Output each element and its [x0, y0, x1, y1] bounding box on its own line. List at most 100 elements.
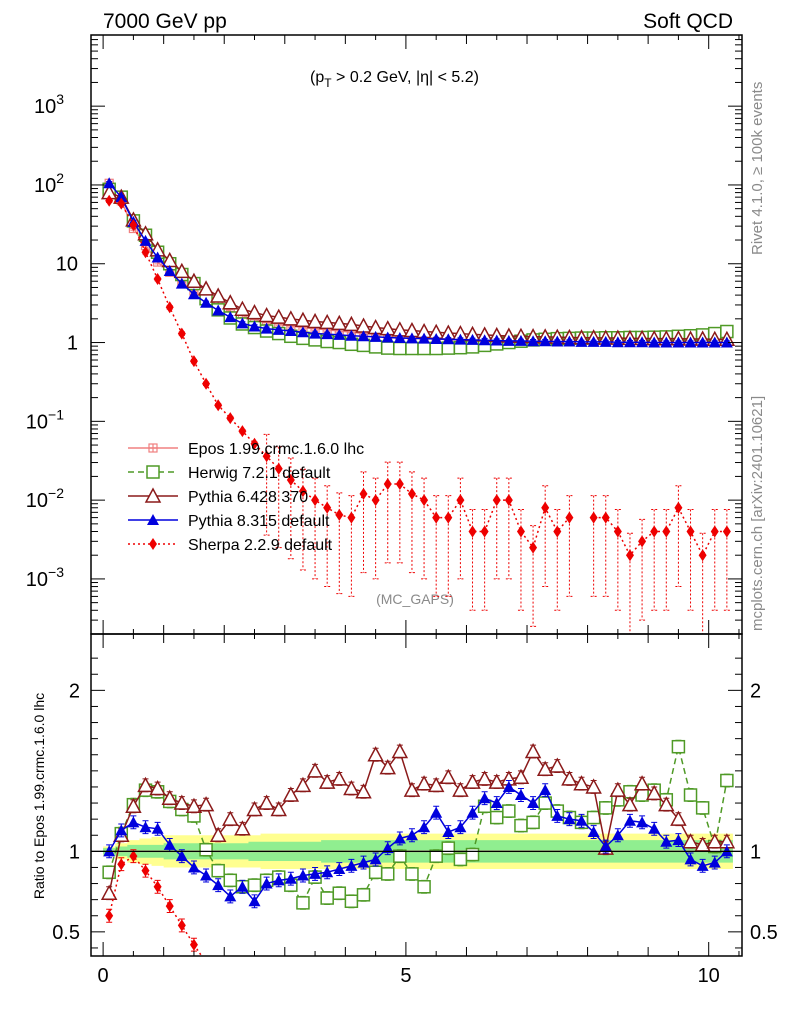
main-point: [553, 525, 562, 538]
ratio-point: [251, 992, 259, 1004]
error-bar: [651, 1005, 657, 1018]
error-bar: [614, 509, 621, 611]
y-tick-label: 102: [34, 170, 64, 197]
error-bar: [591, 1005, 597, 1018]
main-point: [209, 287, 227, 303]
error-bar: [481, 509, 488, 611]
error-bar: [421, 1005, 427, 1018]
x-tick-label: 5: [400, 965, 411, 987]
y-tick-base: 10: [56, 254, 78, 276]
main-point: [359, 487, 368, 500]
ratio-point: [723, 1006, 731, 1018]
ratio-point: [287, 1000, 295, 1012]
error-bar: [639, 1005, 645, 1018]
ratio-point: [246, 800, 263, 817]
error-bar: [385, 1005, 391, 1018]
ratio-point: [465, 847, 480, 862]
error-bar: [566, 495, 573, 597]
ratio-point: [452, 781, 469, 797]
main-point: [613, 525, 622, 538]
y-tick-exp: −2: [48, 485, 64, 501]
ratio-point: [442, 826, 455, 838]
error-bar: [723, 509, 730, 611]
main-line-2: [108, 191, 727, 341]
ratio-point: [573, 775, 590, 791]
main-point: [197, 280, 215, 296]
main-point: [393, 341, 407, 356]
ratio-point: [565, 1006, 573, 1018]
main-series-3: [103, 177, 733, 348]
error-bar: [457, 1005, 463, 1018]
error-bar: [445, 495, 452, 597]
main-point: [368, 340, 383, 354]
ratio-point: [633, 775, 651, 791]
error-bar: [688, 1005, 694, 1018]
ratio-point: [224, 890, 237, 902]
main-point: [224, 311, 237, 323]
ratio-point: [393, 849, 407, 863]
error-bar: [445, 1005, 451, 1018]
error-bar: [663, 1005, 669, 1018]
ratio-point: [263, 995, 271, 1007]
error-bar: [409, 1005, 415, 1018]
main-point: [468, 525, 477, 538]
error-bar: [288, 999, 294, 1012]
error-bar: [590, 495, 597, 597]
main-point: [444, 511, 453, 524]
ratio-point: [393, 832, 406, 844]
error-bar: [397, 1005, 403, 1018]
ratio-point: [609, 781, 627, 797]
error-bar: [602, 495, 609, 597]
ratio-point: [185, 797, 203, 814]
main-point: [175, 277, 188, 289]
main-point: [393, 332, 406, 344]
ratio-point: [173, 794, 191, 810]
ratio-point: [514, 818, 528, 833]
main-point: [238, 425, 247, 438]
ratio-y-tick-label-right: 1: [750, 841, 761, 863]
legend-item: Sherpa 2.2.9 default: [128, 537, 333, 554]
error-bar: [361, 1004, 367, 1017]
main-series-2: [100, 184, 736, 347]
error-bar: [252, 991, 258, 1004]
ratio-point: [311, 1003, 319, 1015]
ratio-point: [684, 853, 697, 865]
ratio-point: [139, 821, 152, 833]
main-series-4: [105, 194, 731, 634]
main-point: [638, 535, 647, 548]
ratio-y-tick-label-left: 2: [69, 680, 80, 702]
main-point: [272, 323, 285, 335]
main-point: [708, 336, 721, 348]
ratio-point: [514, 789, 527, 800]
ratio-point: [586, 810, 601, 825]
ratio-point: [432, 1005, 440, 1017]
ratio-point: [226, 981, 234, 993]
ratio-point: [430, 806, 443, 818]
main-point: [722, 525, 731, 538]
ratio-point: [687, 1006, 695, 1018]
main-series-0: [104, 178, 732, 348]
cut-prefix: (p: [310, 69, 324, 86]
main-point: [490, 334, 503, 346]
error-bar: [626, 532, 633, 634]
ratio-point: [599, 840, 612, 852]
main-point: [684, 336, 697, 348]
main-point: [589, 511, 598, 524]
ratio-point: [440, 768, 457, 785]
main-point: [478, 334, 491, 346]
main-point: [516, 525, 525, 538]
main-point: [529, 541, 538, 554]
ratio-point: [214, 971, 222, 983]
legend: Epos 1.99.crmc.1.6.0 lhc Herwig 7.2.1 def…: [128, 441, 364, 554]
ratio-point: [711, 1006, 719, 1018]
ratio-point: [658, 796, 675, 812]
error-bar: [470, 1005, 476, 1018]
main-point: [551, 335, 564, 347]
ratio-point: [696, 859, 709, 871]
main-point: [260, 322, 273, 334]
main-point: [698, 549, 707, 562]
main-point: [153, 273, 162, 286]
legend-label: Pythia 6.428 370: [188, 489, 308, 506]
error-bar: [711, 509, 718, 611]
main-point: [502, 334, 515, 346]
